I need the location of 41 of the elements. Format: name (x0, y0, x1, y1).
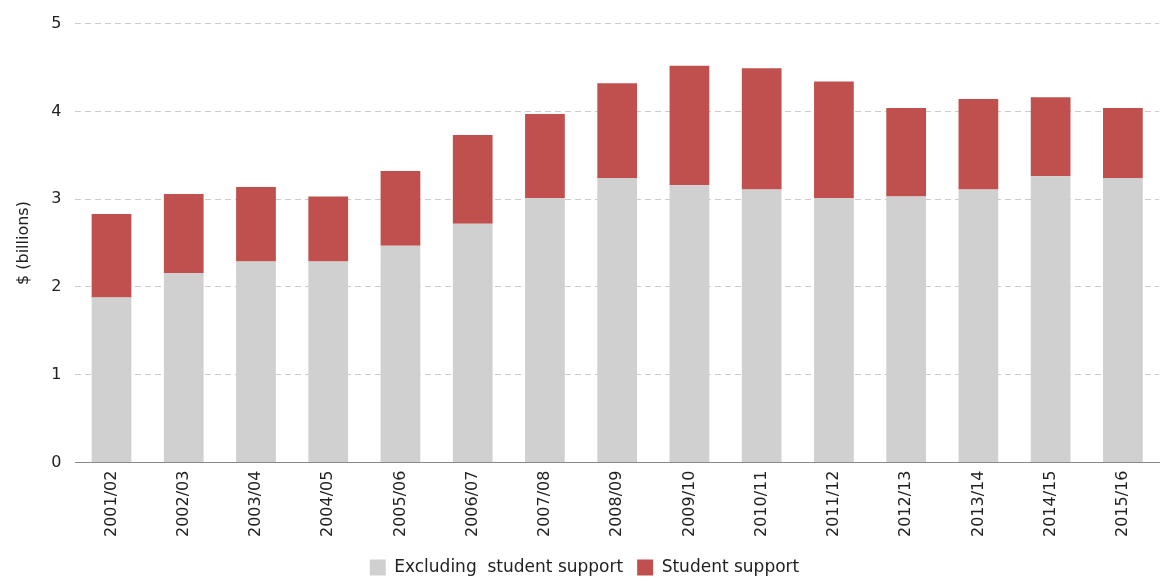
bar (1030, 97, 1071, 177)
bar (525, 114, 565, 199)
bar (1103, 178, 1143, 463)
bar (236, 186, 276, 262)
bar (741, 68, 782, 190)
bar (91, 214, 132, 298)
x-tick-label: 2006/07 (461, 470, 481, 537)
x-tick-label: 2004/05 (317, 470, 337, 537)
x-tick-label: 2015/16 (1112, 470, 1132, 537)
bar (958, 99, 999, 190)
bar (163, 193, 204, 273)
bar (1103, 107, 1143, 179)
y-tick-label: 4 (51, 100, 62, 120)
y-tick-label: 5 (51, 12, 62, 32)
bar (452, 135, 493, 224)
legend-label: Excluding student support (394, 555, 624, 576)
y-tick-label: 2 (51, 276, 62, 296)
x-tick-label: 2007/08 (534, 470, 554, 537)
x-tick-label: 2005/06 (389, 470, 409, 537)
y-tick-label: 0 (51, 451, 62, 471)
bar (308, 196, 349, 262)
x-tick-label: 2010/11 (750, 470, 770, 537)
x-tick-label: 2008/09 (606, 470, 626, 537)
x-tick-label: 2001/02 (100, 470, 120, 537)
bar (814, 81, 854, 199)
x-tick-label: 2003/04 (245, 470, 265, 537)
x-tick-label: 2014/15 (1039, 470, 1059, 537)
y-tick-label: 1 (51, 363, 62, 383)
bar (597, 83, 638, 179)
bar (669, 65, 710, 186)
y-tick-label: 3 (51, 188, 62, 208)
x-tick-label: 2012/13 (895, 470, 915, 537)
bar (886, 107, 927, 197)
x-tick-label: 2011/12 (823, 470, 843, 537)
bar (452, 223, 493, 463)
x-tick-label: 2013/14 (967, 470, 987, 537)
y-axis-title: $ (billions) (12, 201, 32, 286)
bar (380, 171, 421, 246)
x-tick-label: 2009/10 (678, 470, 698, 537)
legend-label: Student support (661, 555, 800, 576)
x-tick-label: 2002/03 (172, 470, 192, 537)
